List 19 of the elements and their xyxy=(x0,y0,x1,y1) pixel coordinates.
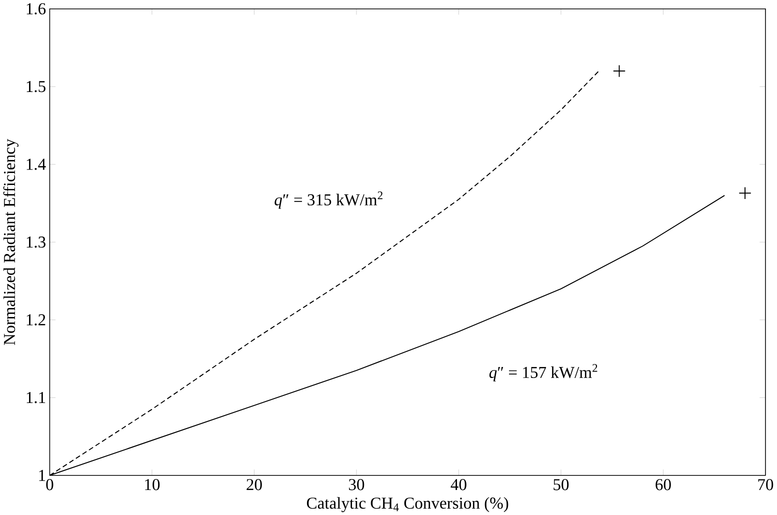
x-tick-label: 70 xyxy=(758,478,774,490)
x-tick-label: 40 xyxy=(450,478,466,490)
annotation: q″ = 157 kW/m$^{2}$ xyxy=(489,364,598,382)
y-tick-label: 1.2 xyxy=(26,314,46,326)
y-tick-label: 1 xyxy=(39,470,46,481)
y-tick-label: 1.4 xyxy=(26,158,46,170)
x-tick-label: 10 xyxy=(145,478,160,490)
x-tick-label: 50 xyxy=(554,478,569,490)
x-tick-label: 60 xyxy=(656,478,671,490)
y-tick-label: 1.6 xyxy=(26,3,46,14)
x-axis-title: Catalytic CH$_{4}$ Conversion (%) xyxy=(306,496,508,512)
y-tick-label: 1.1 xyxy=(26,392,46,404)
x-tick-label: 30 xyxy=(348,478,364,490)
x-tick-label: 20 xyxy=(246,478,262,490)
y-tick-label: 1.3 xyxy=(26,236,46,248)
y-tick-label: 1.5 xyxy=(26,80,46,92)
annotation: q″ = 315 kW/m$^{2}$ xyxy=(274,191,382,209)
x-tick-label: 0 xyxy=(46,478,54,490)
y-axis-title: Normalized Radiant Efficiency xyxy=(3,138,18,345)
